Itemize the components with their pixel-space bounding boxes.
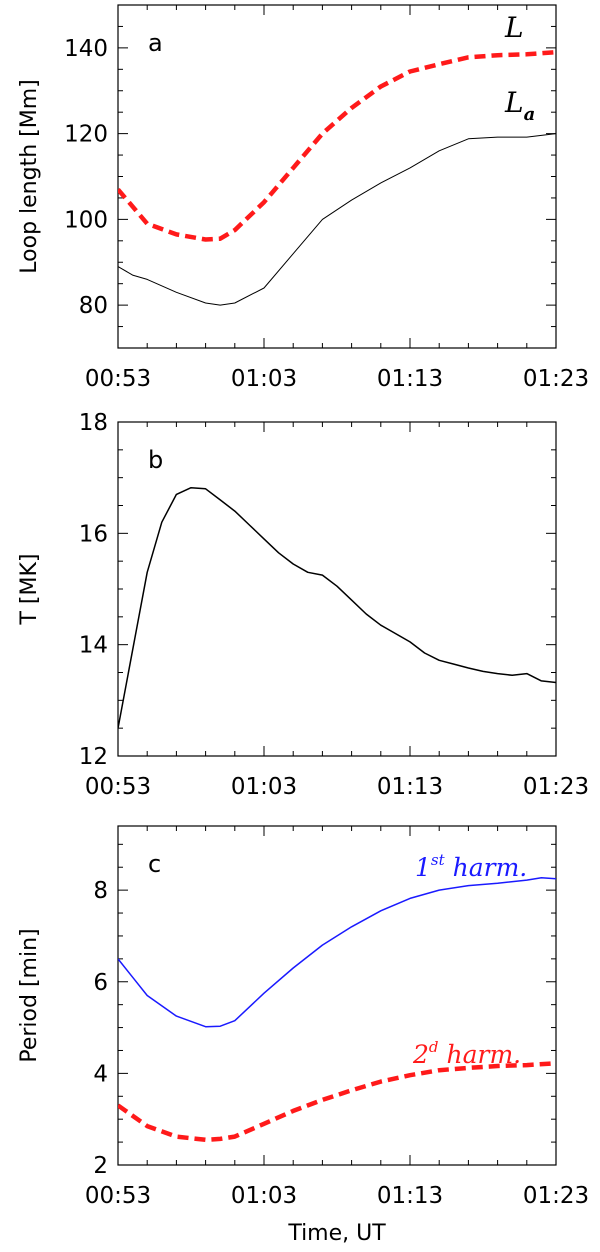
x-axis-label: Time, UT <box>287 1221 386 1246</box>
y-axis-label: T [MK] <box>17 553 42 625</box>
panel-label: a <box>148 29 163 57</box>
x-tick-label: 01:13 <box>377 1183 443 1209</box>
x-tick-label: 01:03 <box>231 1183 297 1209</box>
panel-b: 00:53 01:03 01:13 01:23 12 14 16 18 T [MK] b <box>17 410 589 800</box>
x-tick-label: 01:13 <box>377 774 443 800</box>
panel-a: 00:53 01:03 01:13 01:23 80 100 120 140 Loop leng… <box>17 4 589 392</box>
y-axis-label: Period [min] <box>17 928 42 1062</box>
panel-label: c <box>148 850 161 878</box>
x-tick-label: 01:23 <box>523 774 589 800</box>
x-tick-label: 01:03 <box>231 774 297 800</box>
y-axis-label: Loop length [Mm] <box>17 79 42 273</box>
x-tick-label: 01:23 <box>523 1183 589 1209</box>
plot-frame <box>117 4 557 349</box>
x-tick-label: 01:03 <box>231 366 297 392</box>
series-label-L: L <box>504 11 524 44</box>
x-tick-label: 00:53 <box>85 366 151 392</box>
plot-frame <box>117 421 557 757</box>
y-tick-label: 140 <box>64 36 108 62</box>
y-tick-label: 16 <box>79 521 108 547</box>
panel-c: 00:53 01:03 01:13 01:23 2 4 6 8 Period [min] Time… <box>17 825 589 1246</box>
y-tick-label: 18 <box>79 410 108 436</box>
y-tick-label: 80 <box>79 293 108 319</box>
x-tick-label: 00:53 <box>85 774 151 800</box>
series-line-2 <box>118 133 556 306</box>
y-tick-label: 12 <box>79 744 108 770</box>
y-tick-label: 100 <box>64 207 108 233</box>
y-tick-label: 120 <box>64 122 108 148</box>
y-tick-label: 6 <box>93 970 108 996</box>
plot-frame <box>117 825 557 1166</box>
panel-label: b <box>148 446 163 474</box>
y-tick-label: 8 <box>93 878 108 904</box>
series-line-1 <box>118 486 556 729</box>
y-tick-label: 14 <box>79 633 108 659</box>
y-tick-label: 4 <box>93 1061 108 1087</box>
series-line-1 <box>118 877 556 1028</box>
series-label-1st-harm: 1st harm. <box>415 851 527 882</box>
y-tick-label: 2 <box>93 1153 108 1179</box>
series-label-2d-harm: 2d harm. <box>412 1038 521 1069</box>
x-tick-label: 00:53 <box>85 1183 151 1209</box>
series-line-2 <box>118 1061 556 1143</box>
series-label-La: La <box>504 86 535 125</box>
series-line-1 <box>118 49 556 242</box>
x-tick-label: 01:13 <box>377 366 443 392</box>
x-tick-label: 01:23 <box>523 366 589 392</box>
